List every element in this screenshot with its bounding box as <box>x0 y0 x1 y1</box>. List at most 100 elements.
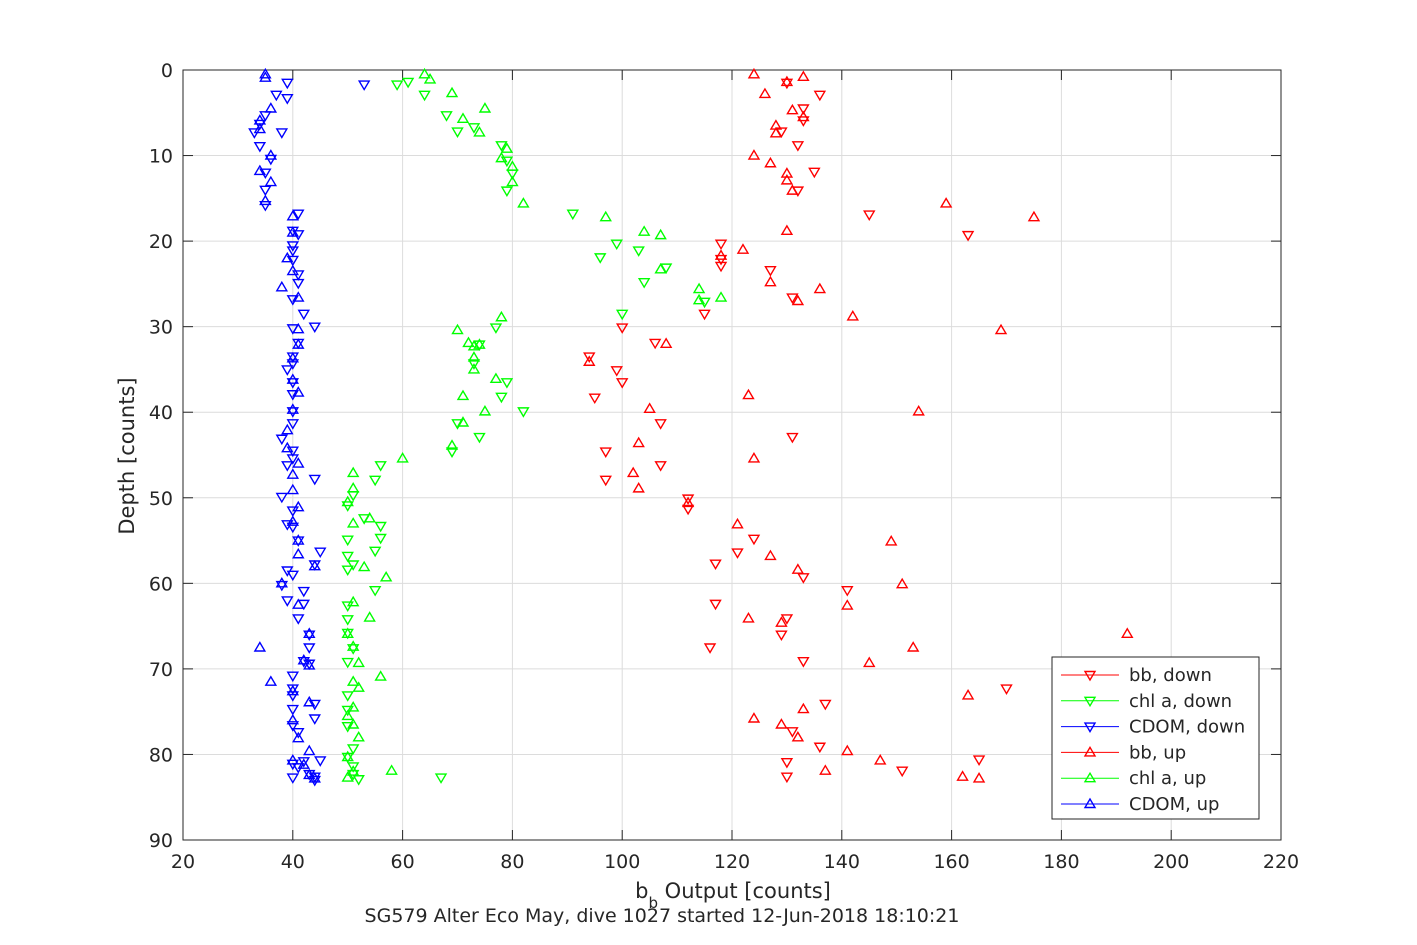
data-point-down <box>314 756 327 767</box>
data-point-up <box>714 291 728 302</box>
data-point-down <box>445 447 459 458</box>
data-point-up <box>456 389 470 401</box>
data-point-down <box>813 742 827 754</box>
data-point-down <box>786 432 799 444</box>
data-point-down <box>341 565 354 577</box>
data-point-up <box>341 771 354 782</box>
data-point-up <box>731 517 744 529</box>
data-point-down <box>566 209 580 221</box>
data-point-down <box>780 614 794 625</box>
data-point-down <box>451 127 464 138</box>
data-point-down <box>451 419 464 430</box>
data-point-up <box>747 67 761 79</box>
data-point-down <box>368 475 382 487</box>
x-tick-label: 180 <box>1043 851 1079 873</box>
x-tick-label: 120 <box>714 851 750 873</box>
data-point-down <box>286 359 300 370</box>
data-point-up <box>632 481 645 493</box>
data-point-down <box>292 614 305 625</box>
data-point-down <box>308 699 321 711</box>
data-point-down <box>346 644 360 655</box>
data-point-down <box>681 504 695 516</box>
data-point-up <box>385 764 398 775</box>
y-axis-label: Depth [counts] <box>115 377 139 534</box>
data-point-up <box>292 338 305 349</box>
data-point-down <box>259 200 272 212</box>
data-point-up <box>374 670 387 681</box>
data-point-up <box>445 439 459 450</box>
data-point-down <box>390 80 404 91</box>
x-tick-label: 140 <box>824 851 860 873</box>
data-point-down <box>341 551 354 563</box>
data-point-down <box>747 534 761 546</box>
data-point-up <box>775 616 788 627</box>
y-tick-label: 70 <box>149 659 173 681</box>
data-point-up <box>643 402 656 413</box>
data-point-up <box>292 291 305 302</box>
data-point-down <box>357 80 371 91</box>
data-point-down <box>709 559 722 571</box>
data-point-up <box>346 517 360 528</box>
data-point-up <box>253 641 267 652</box>
data-point-up <box>895 577 909 589</box>
data-point-up <box>994 323 1008 335</box>
data-point-up <box>939 197 953 208</box>
data-point-down <box>308 322 321 334</box>
data-point-up <box>780 75 794 87</box>
data-point-down <box>473 432 486 444</box>
data-point-down <box>615 309 629 321</box>
data-point-down <box>819 699 832 711</box>
data-point-down <box>780 772 794 784</box>
data-point-up <box>346 765 360 776</box>
data-point-up <box>813 282 827 294</box>
data-point-up <box>489 372 503 384</box>
data-point-up <box>286 483 300 495</box>
data-point-up <box>874 754 887 765</box>
data-point-up <box>346 701 360 712</box>
data-point-down <box>1000 684 1013 695</box>
data-point-down <box>303 643 316 654</box>
data-point-up <box>286 468 300 479</box>
data-point-down <box>780 78 794 90</box>
data-point-down <box>434 773 448 784</box>
chart-title: SG579 Alter Eco May, dive 1027 started 1… <box>365 905 960 927</box>
data-point-up <box>654 262 667 274</box>
data-point-up <box>286 373 300 384</box>
y-tick-label: 40 <box>149 402 173 424</box>
data-point-down <box>275 492 289 504</box>
data-point-down <box>286 522 300 534</box>
data-point-down <box>654 461 667 472</box>
data-point-down <box>297 309 311 321</box>
data-point-down <box>308 714 321 725</box>
data-point-up <box>775 718 788 729</box>
data-point-down <box>368 546 382 558</box>
data-point-up <box>467 351 481 362</box>
data-point-down <box>599 447 612 458</box>
data-point-up <box>764 275 777 287</box>
data-point-up <box>297 653 311 665</box>
data-point-down <box>286 704 300 716</box>
data-point-up <box>286 684 300 696</box>
data-point-up <box>863 656 876 668</box>
data-point-up <box>626 466 640 478</box>
data-point-up <box>396 452 409 463</box>
data-point-up <box>286 713 300 725</box>
data-point-up <box>654 228 667 240</box>
y-tick-label: 30 <box>149 317 173 339</box>
data-point-down <box>374 521 387 533</box>
data-point-down <box>797 104 810 115</box>
data-point-down <box>615 323 629 334</box>
data-point-up <box>747 452 761 463</box>
data-point-up <box>341 627 354 639</box>
data-point-up <box>264 102 278 113</box>
data-point-up <box>797 702 810 714</box>
data-point-down <box>286 691 300 702</box>
data-point-down <box>286 407 300 418</box>
data-point-down <box>346 491 360 502</box>
data-point-down <box>368 585 382 597</box>
data-point-up <box>956 770 969 781</box>
data-point-down <box>808 167 821 179</box>
data-point-up <box>972 772 986 783</box>
legend-marker <box>1083 797 1097 809</box>
